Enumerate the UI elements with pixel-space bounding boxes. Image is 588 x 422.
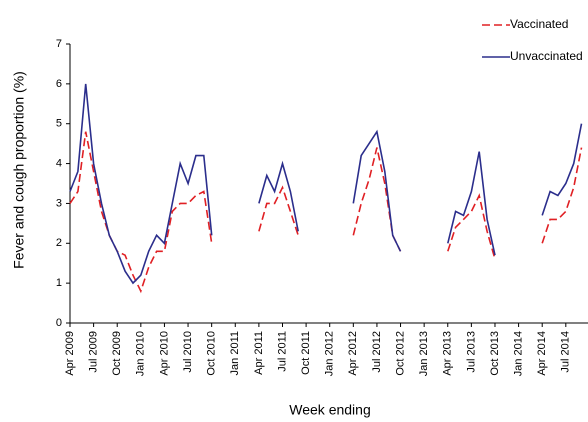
- x-tick-label: Jan 2014: [512, 331, 524, 376]
- x-tick-label: Oct 2010: [206, 331, 218, 376]
- y-tick-label: 5: [56, 118, 62, 130]
- x-tick-label: Oct 2011: [300, 331, 312, 375]
- x-tick-label: Jul 2011: [276, 331, 288, 372]
- x-tick-label: Oct 2009: [111, 331, 123, 376]
- x-tick-label: Jul 2009: [88, 331, 100, 373]
- x-tick-label: Jul 2013: [465, 331, 477, 373]
- x-tick-label: Jan 2013: [418, 331, 430, 376]
- x-tick-label: Jul 2010: [182, 331, 194, 373]
- y-tick-label: 6: [56, 78, 62, 90]
- x-tick-label: Apr 2011: [253, 331, 265, 375]
- x-tick-label: Oct 2013: [489, 331, 501, 376]
- series-line: [69, 83, 583, 285]
- x-tick-label: Jul 2014: [560, 331, 572, 373]
- y-tick-label: 3: [56, 197, 62, 209]
- y-tick-label: 7: [56, 38, 62, 50]
- x-tick-label: Oct 2012: [394, 331, 406, 376]
- y-tick-label: 2: [56, 237, 62, 249]
- x-tick-label: Jan 2011: [229, 331, 241, 375]
- x-tick-label: Apr 2012: [347, 331, 359, 376]
- x-tick-label: Apr 2014: [536, 331, 548, 376]
- x-tick-label: Jan 2012: [324, 331, 336, 376]
- x-axis-title: Week ending: [289, 402, 370, 418]
- y-tick-label: 4: [56, 157, 62, 169]
- x-tick-label: Apr 2009: [64, 331, 76, 376]
- y-axis-title: Fever and cough proportion (%): [11, 71, 27, 269]
- x-tick-label: Jul 2012: [371, 331, 383, 373]
- x-tick-label: Jan 2010: [135, 331, 147, 376]
- x-tick-label: Apr 2010: [158, 331, 170, 376]
- legend-label: Unvaccinated: [510, 49, 583, 63]
- y-tick-label: 1: [56, 277, 62, 289]
- x-tick-label: Apr 2013: [442, 331, 454, 376]
- y-tick-label: 0: [56, 317, 62, 329]
- legend-label: Vaccinated: [510, 17, 568, 31]
- series-line: [69, 131, 583, 294]
